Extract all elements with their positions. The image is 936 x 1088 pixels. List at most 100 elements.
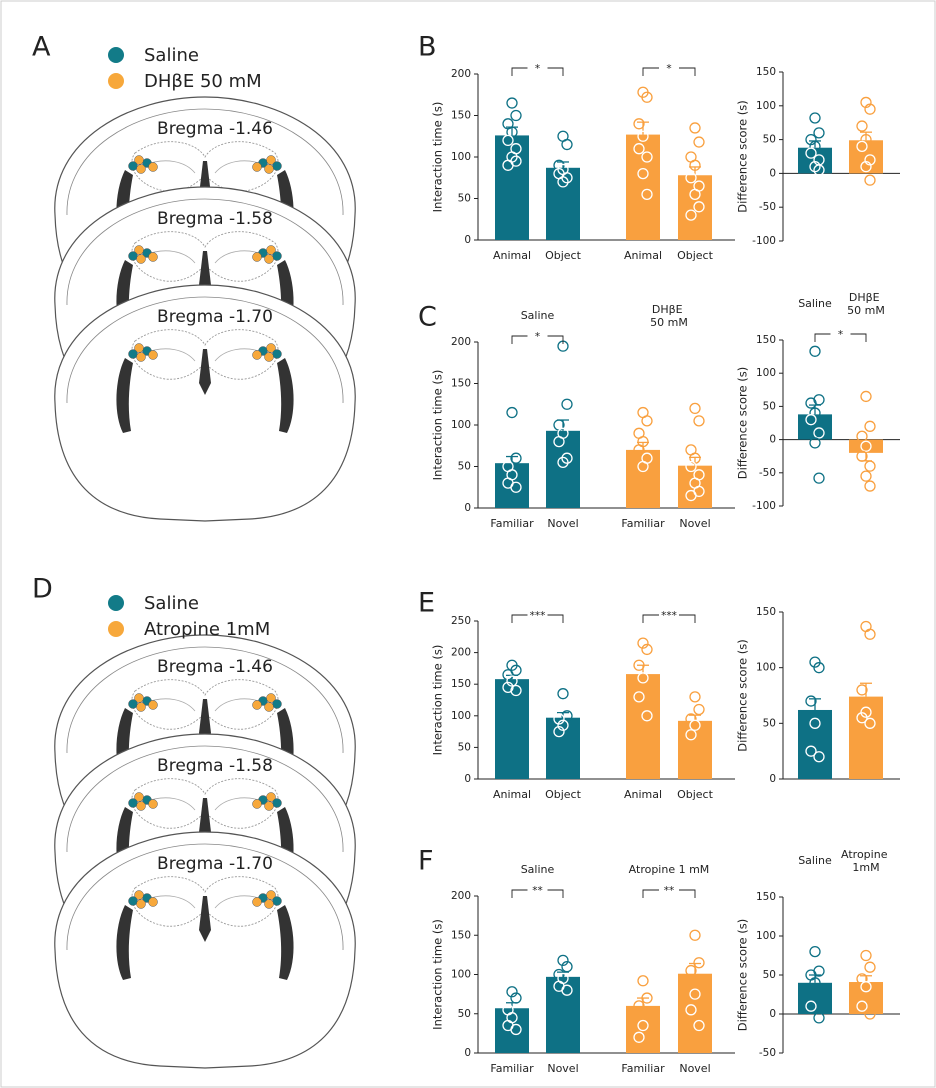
bar (626, 135, 660, 240)
injection-site (273, 897, 282, 906)
y-tick-label: -100 (752, 500, 776, 512)
legend-marker (108, 73, 124, 89)
injection-site (273, 252, 282, 261)
injection-site (253, 898, 262, 907)
group-label: Saline (521, 309, 555, 322)
bar (546, 168, 580, 240)
x-tick-label: Object (677, 788, 714, 801)
injection-site (273, 799, 282, 808)
y-tick-label: 100 (756, 100, 776, 112)
data-point (865, 461, 875, 471)
y-tick-label: 50 (458, 741, 471, 753)
legend-marker (108, 595, 124, 611)
injection-site (265, 255, 274, 264)
data-point (562, 399, 572, 409)
bar (849, 697, 883, 779)
y-tick-label: 150 (756, 334, 776, 346)
injection-site (253, 351, 262, 360)
significance-label: * (666, 63, 671, 75)
injection-site (273, 350, 282, 359)
y-tick-label: 50 (763, 134, 776, 146)
data-point (562, 140, 572, 150)
significance-label: ** (664, 885, 675, 897)
y-tick-label: 50 (458, 461, 471, 473)
injection-site (137, 255, 146, 264)
data-point (690, 123, 700, 133)
x-tick-label: Saline (798, 297, 832, 310)
data-point (690, 930, 700, 940)
data-point (810, 947, 820, 957)
y-tick-label: 0 (769, 167, 776, 179)
significance-label: *** (661, 610, 677, 622)
y-axis-label: Difference score (s) (736, 639, 750, 751)
injection-site (137, 802, 146, 811)
data-point (865, 175, 875, 185)
panel-label: C (418, 302, 437, 333)
x-tick-label: Atropine 1mM (841, 848, 891, 874)
y-tick-label: 200 (451, 68, 471, 80)
y-tick-label: -50 (759, 1047, 776, 1059)
y-tick-label: 150 (451, 110, 471, 122)
x-tick-label: Novel (679, 1062, 710, 1075)
bar (626, 1006, 660, 1053)
y-tick-label: 0 (769, 773, 776, 785)
x-tick-label: Animal (624, 249, 662, 262)
significance-label: * (535, 331, 540, 343)
section-label: Bregma -1.70 (157, 307, 273, 327)
y-tick-label: 100 (756, 930, 776, 942)
injection-site (149, 351, 158, 360)
y-tick-label: 150 (756, 891, 776, 903)
significance-label: ** (532, 885, 543, 897)
data-point (694, 958, 704, 968)
data-point (558, 689, 568, 699)
injection-site (265, 353, 274, 362)
section-label: Bregma -1.46 (157, 119, 273, 139)
data-point (694, 137, 704, 147)
x-tick-label: Saline (798, 854, 832, 867)
y-tick-label: 150 (756, 606, 776, 618)
data-point (814, 473, 824, 483)
injection-site (273, 162, 282, 171)
bar (626, 450, 660, 508)
y-axis-label: Interaction time (s) (431, 645, 445, 756)
injection-site (137, 703, 146, 712)
injection-site (129, 252, 138, 261)
x-tick-label: Novel (679, 517, 710, 530)
bar (546, 718, 580, 779)
section-label: Bregma -1.58 (157, 756, 273, 776)
x-tick-label: Familiar (621, 517, 665, 530)
injection-site (149, 253, 158, 262)
bar (678, 721, 712, 779)
page: {"panel_labels": ["A", "B", "C", "D", "E… (0, 0, 936, 1088)
x-tick-label: Novel (547, 517, 578, 530)
injection-site (129, 162, 138, 171)
y-tick-label: 150 (451, 929, 471, 941)
injection-site (137, 165, 146, 174)
section-label: Bregma -1.46 (157, 657, 273, 677)
significance-label: *** (530, 610, 546, 622)
data-point (507, 98, 517, 108)
group-label: Atropine 1 mM (629, 863, 710, 876)
y-axis-label: Difference score (s) (736, 100, 750, 212)
bar (546, 431, 580, 508)
injection-site (129, 350, 138, 359)
y-tick-label: 0 (464, 773, 471, 785)
injection-site (253, 163, 262, 172)
y-tick-label: 150 (451, 678, 471, 690)
data-point (642, 416, 652, 426)
bar (626, 674, 660, 779)
y-tick-label: 100 (451, 969, 471, 981)
data-point (865, 481, 875, 491)
injection-site (273, 700, 282, 709)
y-tick-label: 150 (756, 66, 776, 78)
y-axis-label: Difference score (s) (736, 919, 750, 1031)
panel-label: B (418, 32, 437, 63)
data-point (857, 121, 867, 131)
injection-site (265, 802, 274, 811)
data-point (511, 111, 521, 121)
x-tick-label: Familiar (490, 517, 534, 530)
data-point (810, 346, 820, 356)
data-point (865, 421, 875, 431)
y-axis-label: Interaction time (s) (431, 370, 445, 481)
